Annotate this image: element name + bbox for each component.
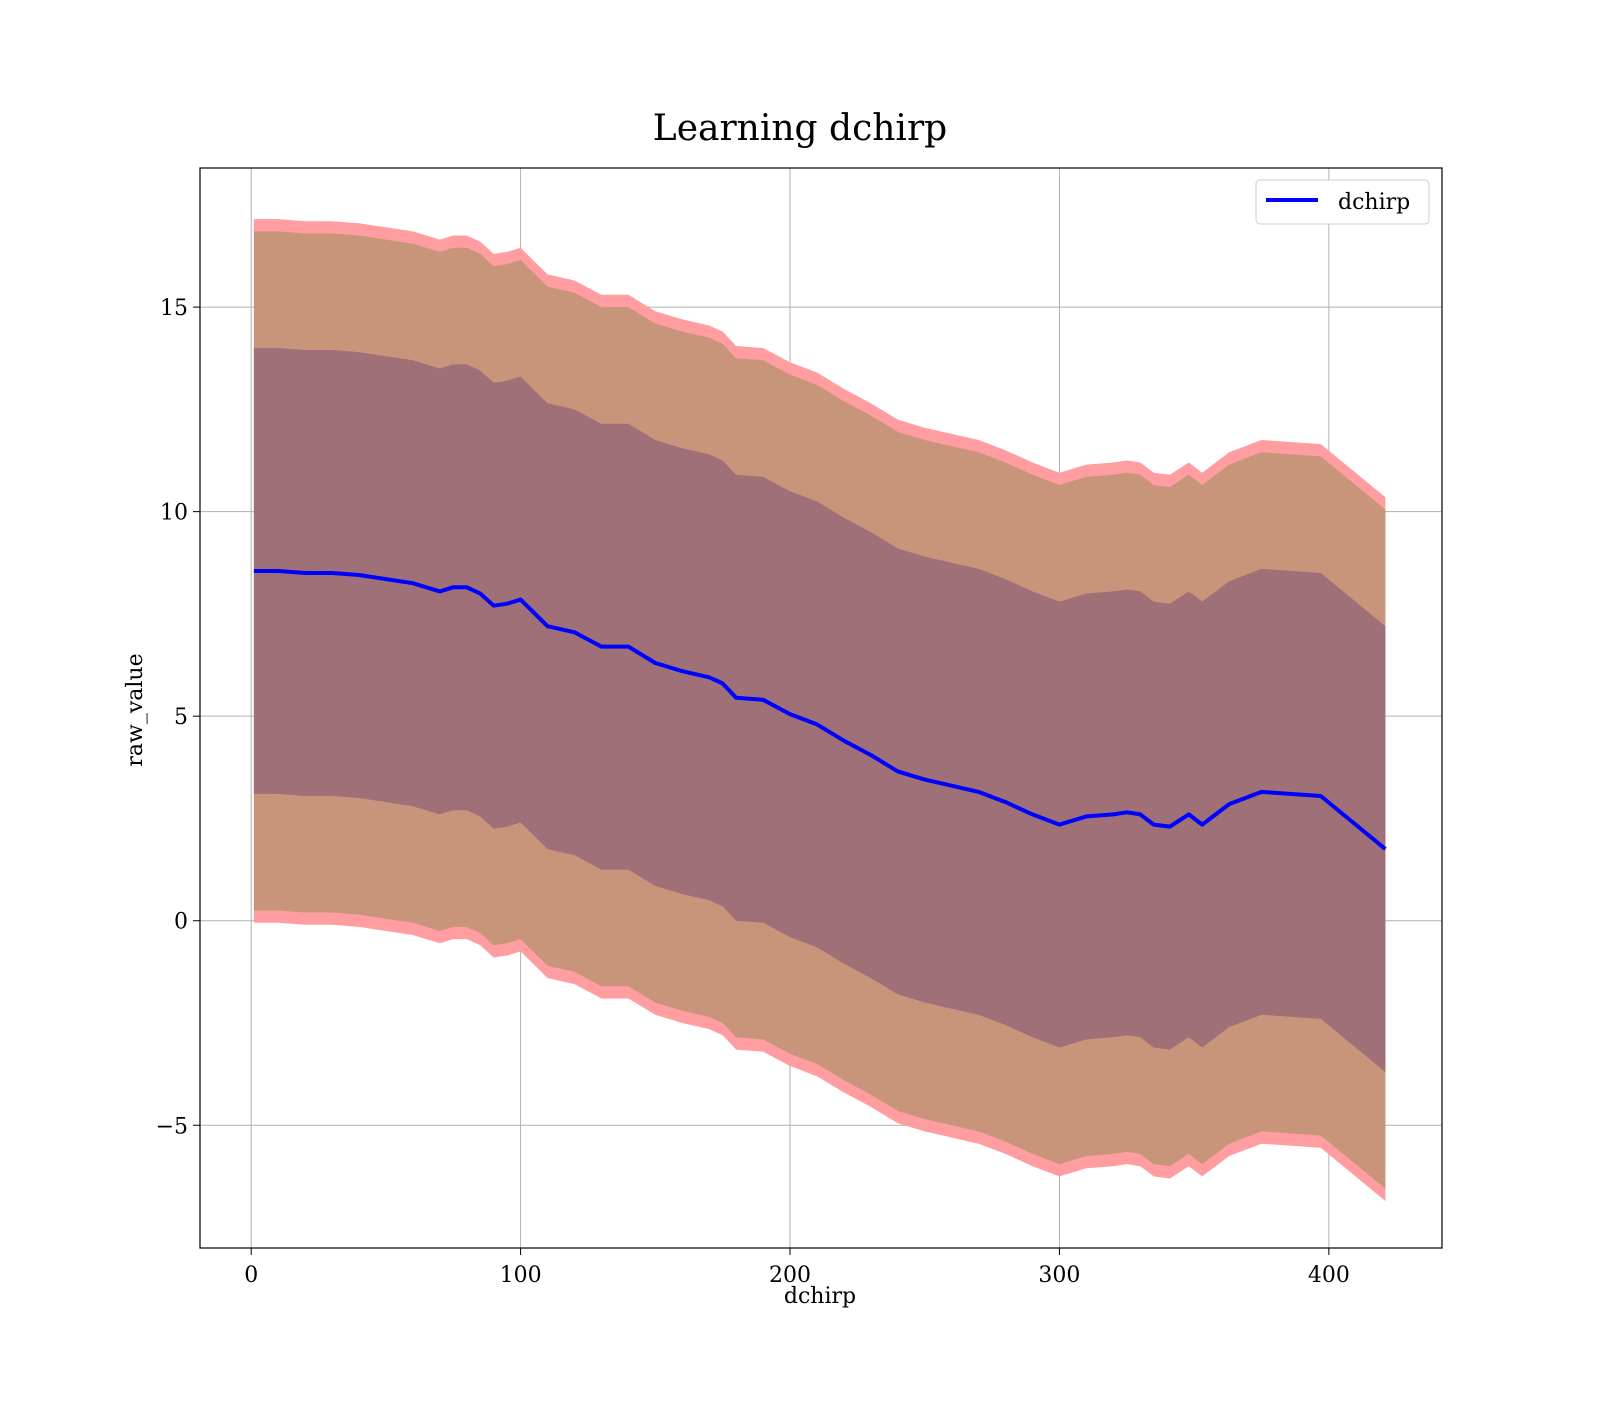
y-tick-label-1: 0 bbox=[174, 910, 188, 935]
chart-title: Learning dchirp bbox=[653, 108, 947, 149]
x-tick-label-2: 200 bbox=[769, 1263, 811, 1288]
y-tick-label-4: 15 bbox=[160, 296, 188, 321]
x-tick-label-4: 400 bbox=[1308, 1263, 1350, 1288]
x-axis-label: dchirp bbox=[784, 1284, 856, 1309]
x-tick-label-0: 0 bbox=[244, 1263, 258, 1288]
x-tick-label-1: 100 bbox=[500, 1263, 542, 1288]
x-tick-label-3: 300 bbox=[1038, 1263, 1080, 1288]
legend-label-dchirp: dchirp bbox=[1338, 190, 1410, 215]
legend: dchirp bbox=[1255, 179, 1430, 225]
axes-frame bbox=[199, 167, 1443, 1249]
inner-band bbox=[253, 348, 1386, 1073]
y-tick-label-2: 5 bbox=[174, 705, 188, 730]
y-axis-label: raw_value bbox=[123, 653, 148, 766]
y-tick-label-0: −5 bbox=[156, 1114, 188, 1139]
plot-area: 0 100 200 300 400 −5 0 5 10 15 bbox=[156, 167, 1443, 1288]
series-line-dchirp bbox=[253, 569, 1387, 851]
y-tick-label-3: 10 bbox=[160, 501, 188, 526]
legend-box bbox=[1255, 179, 1430, 225]
